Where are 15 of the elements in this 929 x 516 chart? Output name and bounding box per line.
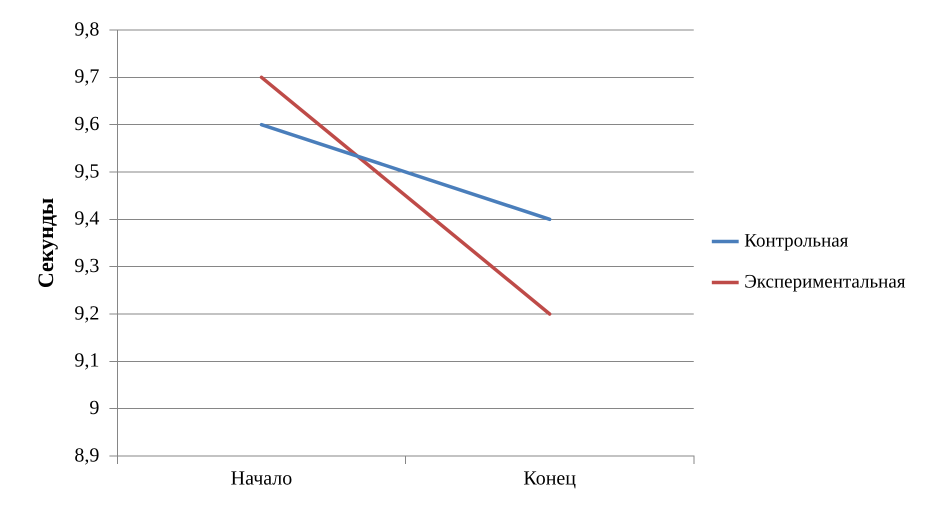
x-tick-label: Начало [230, 467, 292, 490]
y-tick-label: 8,9 [74, 444, 100, 466]
y-tick-label: 9,4 [74, 208, 100, 230]
legend-label: Контрольная [744, 230, 849, 252]
y-tick-label: 9,1 [74, 350, 100, 372]
y-axis-title: Секунды [32, 198, 58, 288]
y-tick-label: 9,8 [74, 18, 100, 40]
legend-label: Экспериментальная [744, 271, 906, 292]
y-tick-label: 9 [89, 396, 100, 419]
y-tick-label: 9,6 [74, 112, 100, 135]
y-tick-label: 9,2 [74, 302, 100, 324]
y-tick-label: 9,3 [74, 254, 100, 277]
y-tick-label: 9,5 [74, 160, 100, 182]
x-tick-label: Конец [523, 467, 576, 490]
y-tick-label: 9,7 [74, 66, 100, 88]
